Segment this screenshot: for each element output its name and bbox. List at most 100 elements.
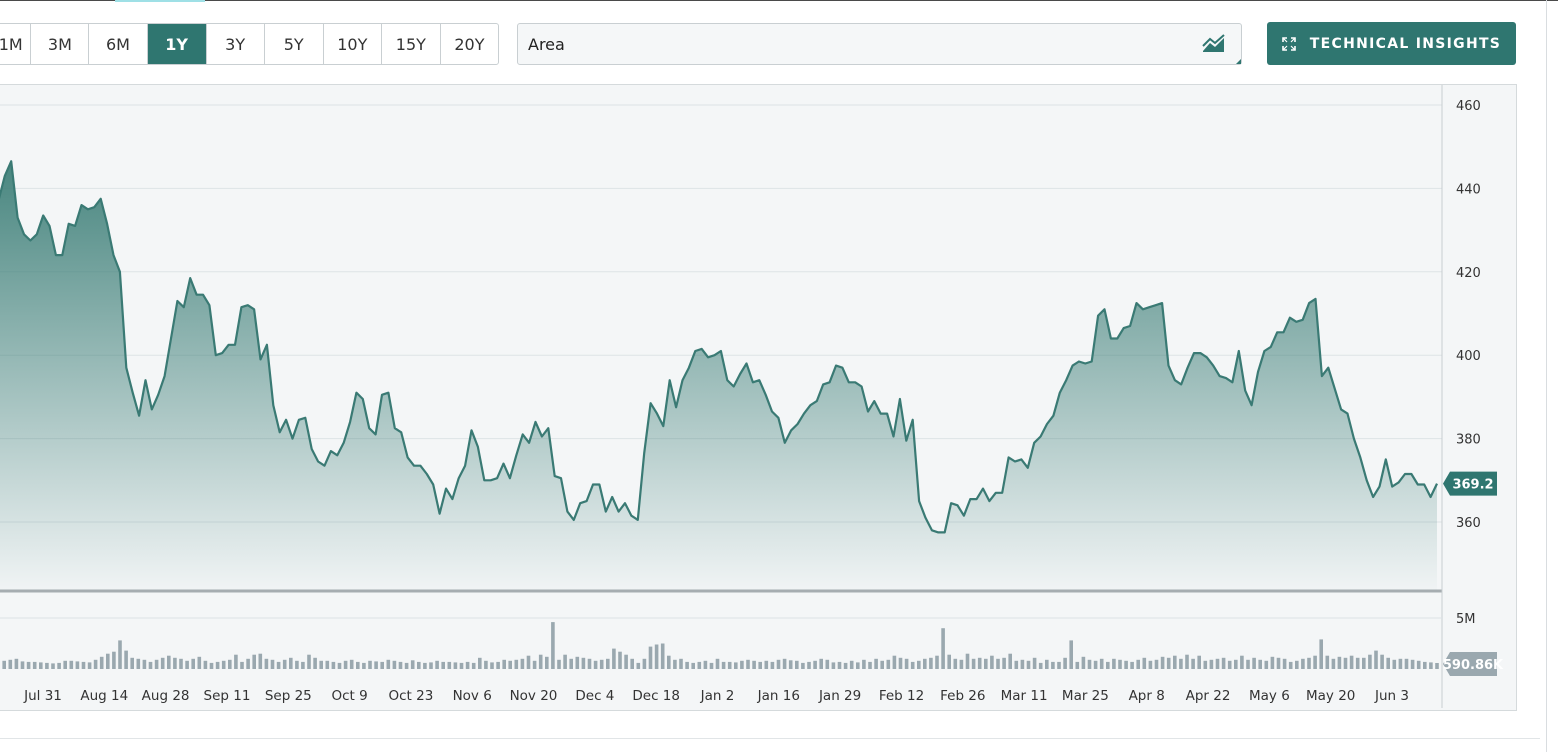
volume-bar xyxy=(1215,658,1220,669)
x-tick-label: Feb 26 xyxy=(940,688,985,704)
price-last-value-tag-text: 369.2 xyxy=(1452,478,1493,493)
volume-bar xyxy=(349,659,354,669)
range-1m-button[interactable]: 1M xyxy=(0,24,32,64)
volume-bar xyxy=(1295,660,1299,669)
volume-bar xyxy=(160,657,165,669)
volume-bar xyxy=(880,660,884,669)
volume-bar xyxy=(1240,655,1244,669)
volume-bar xyxy=(606,658,610,669)
x-tick-label: Nov 20 xyxy=(510,688,558,704)
volume-bar xyxy=(593,660,598,669)
volume-bar xyxy=(849,660,854,669)
volume-bar xyxy=(81,661,86,669)
volume-bar xyxy=(996,658,1000,669)
technical-insights-button[interactable]: TECHNICAL INSIGHTS xyxy=(1267,22,1516,65)
range-6m-button[interactable]: 6M xyxy=(89,24,148,64)
volume-bar xyxy=(215,661,220,669)
volume-bar xyxy=(788,660,793,669)
volume-bar xyxy=(874,658,878,669)
volume-bar xyxy=(685,661,689,669)
volume-bar xyxy=(386,659,391,669)
volume-bar xyxy=(484,660,488,669)
volume-bar xyxy=(429,662,433,669)
volume-bar xyxy=(246,658,250,669)
volume-bar xyxy=(380,661,384,669)
volume-bar xyxy=(99,656,104,669)
volume-bar xyxy=(965,653,970,669)
range-10y-button[interactable]: 10Y xyxy=(324,24,382,64)
volume-bar xyxy=(892,655,897,669)
volume-bar xyxy=(673,659,677,669)
volume-bar xyxy=(770,661,775,669)
range-1y-button[interactable]: 1Y xyxy=(147,24,207,64)
volume-bar xyxy=(697,661,702,669)
volume-bar xyxy=(1063,657,1067,669)
volume-bar xyxy=(587,658,592,669)
volume-bar xyxy=(1136,659,1140,669)
range-3m-button[interactable]: 3M xyxy=(31,24,90,64)
x-tick-label: Dec 18 xyxy=(632,688,680,704)
volume-bar xyxy=(1051,661,1055,669)
volume-bar xyxy=(136,658,141,669)
volume-bar xyxy=(1349,655,1354,669)
volume-bar xyxy=(124,650,128,669)
volume-bar xyxy=(947,654,951,669)
volume-bar xyxy=(1008,653,1012,669)
volume-bar xyxy=(1173,655,1177,669)
volume-bar xyxy=(1319,639,1323,669)
range-20y-button[interactable]: 20Y xyxy=(454,34,485,54)
price-tick-label: 380 xyxy=(1456,433,1481,448)
volume-bar xyxy=(1081,656,1086,669)
volume-bar xyxy=(898,657,903,669)
volume-bar xyxy=(264,658,269,669)
price-tick-label: 440 xyxy=(1456,182,1481,197)
volume-bar xyxy=(106,653,110,669)
range-15y-button[interactable]: 15Y xyxy=(382,24,441,64)
range-3y-button[interactable]: 3Y xyxy=(207,24,265,64)
volume-bar xyxy=(39,662,43,669)
volume-bar xyxy=(1368,654,1372,669)
volume-bar xyxy=(1112,658,1116,669)
volume-bar xyxy=(660,643,665,669)
volume-bar xyxy=(1057,661,1061,669)
volume-bar xyxy=(14,658,19,669)
volume-bar xyxy=(57,662,61,669)
volume-bar xyxy=(1398,658,1403,669)
volume-bar xyxy=(319,660,323,669)
volume-bar xyxy=(868,661,872,669)
volume-bar xyxy=(1313,655,1317,669)
volume-bar xyxy=(734,662,738,669)
volume-bar xyxy=(270,659,275,669)
volume-bar xyxy=(551,622,555,669)
volume-bar xyxy=(1374,650,1378,669)
top-rule xyxy=(0,0,1558,1)
volume-bar xyxy=(581,657,586,669)
volume-bar xyxy=(520,658,525,669)
volume-bar xyxy=(1099,658,1104,669)
volume-bar xyxy=(764,660,769,669)
volume-bar xyxy=(740,660,744,669)
volume-bar xyxy=(185,660,189,669)
range-5y-button[interactable]: 5Y xyxy=(265,24,324,64)
x-tick-label: Sep 11 xyxy=(204,688,251,704)
x-tick-label: Jul 31 xyxy=(23,688,62,704)
volume-bar xyxy=(831,662,836,669)
volume-tick-label: 5M xyxy=(1456,612,1476,627)
volume-bar xyxy=(990,655,994,669)
volume-bar xyxy=(1410,659,1415,669)
chart-type-select[interactable]: Area xyxy=(517,23,1242,65)
page-bottom-edge xyxy=(0,738,1540,739)
volume-bar xyxy=(1045,659,1049,669)
x-tick-label: Aug 28 xyxy=(142,688,190,704)
volume-bar xyxy=(1185,654,1189,669)
volume-bar xyxy=(301,661,305,669)
volume-bar xyxy=(1106,661,1110,669)
volume-bar xyxy=(526,655,531,669)
volume-bar xyxy=(69,660,74,669)
volume-bar xyxy=(221,660,226,669)
volume-bar xyxy=(837,661,842,669)
volume-bar xyxy=(1130,661,1134,669)
volume-bar xyxy=(825,659,830,669)
volume-bar xyxy=(410,660,415,669)
